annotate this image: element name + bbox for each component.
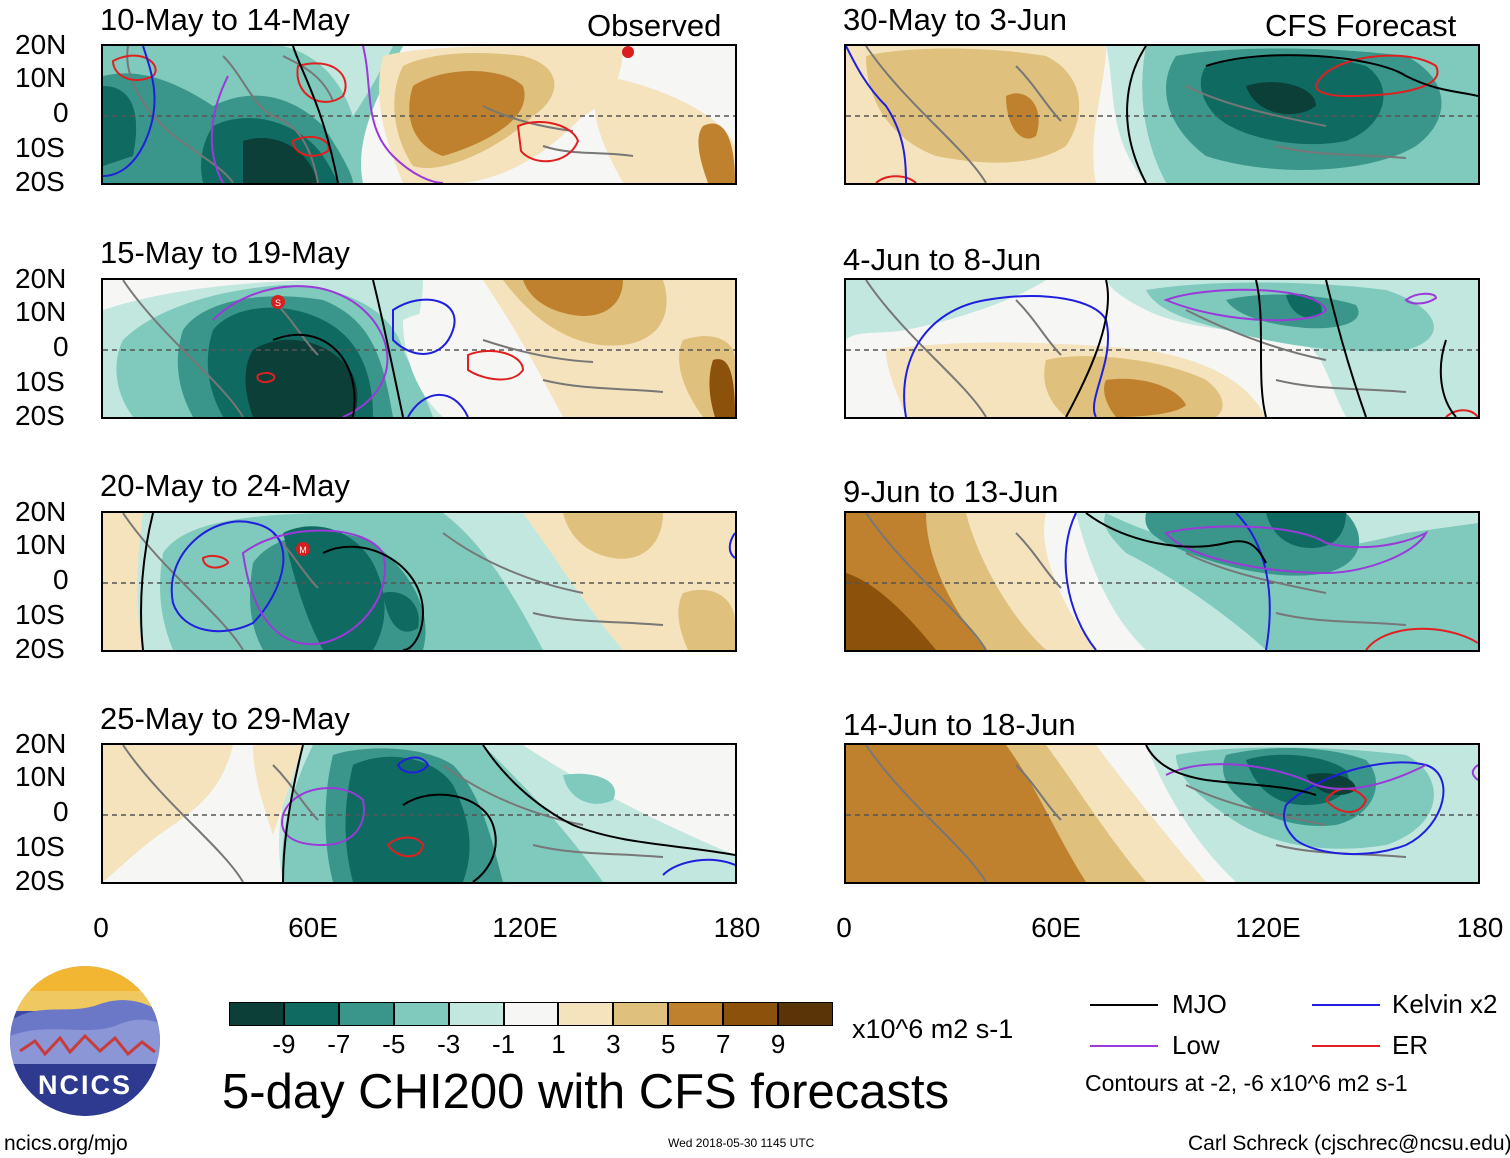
lat-label-row3-10N: 10N — [15, 529, 67, 560]
colorbar-swatch-1 — [283, 1002, 339, 1026]
map-panel-7 — [844, 511, 1480, 652]
colorbar-units: x10^6 m2 s-1 — [852, 1014, 1014, 1044]
lat-label-row3-10S: 10S — [15, 599, 65, 630]
lon-label-left-180: 180 — [713, 912, 761, 943]
panel-title-1: 10-May to 14-May — [100, 2, 350, 37]
lat-label-row4-20N: 20N — [15, 728, 67, 759]
footer-url: ncics.org/mjo — [4, 1132, 128, 1155]
map-panel-3: M — [101, 511, 737, 652]
colorbar-swatch-7 — [613, 1002, 669, 1026]
footer-timestamp: Wed 2018-05-30 1145 UTC — [668, 1136, 815, 1150]
panel-title-3: 20-May to 24-May — [100, 468, 350, 503]
lon-label-right-180: 180 — [1456, 912, 1504, 943]
lat-label-row1-20N: 20N — [15, 29, 67, 60]
lat-label-row1-10S: 10S — [15, 132, 65, 163]
main-title: 5-day CHI200 with CFS forecasts — [222, 1065, 950, 1119]
colorbar-swatch-4 — [448, 1002, 504, 1026]
lat-label-row2-0: 0 — [53, 331, 69, 362]
ncics-logo: NCICS — [10, 966, 160, 1116]
colorbar-tick--3: -3 — [437, 1029, 461, 1059]
colorbar-tick--1: -1 — [491, 1029, 516, 1059]
lat-label-row4-10N: 10N — [15, 761, 67, 792]
legend-line-kelvin — [1312, 1004, 1380, 1006]
lat-label-row1-10N: 10N — [15, 62, 67, 93]
colorbar-swatch-5 — [503, 1002, 559, 1026]
lat-label-row2-20N: 20N — [15, 263, 67, 294]
map-panel-1 — [101, 44, 737, 185]
footer-credit: Carl Schreck (cjschrec@ncsu.edu) — [1188, 1132, 1510, 1155]
colorbar-tick--5: -5 — [382, 1029, 406, 1059]
contour-note: Contours at -2, -6 x10^6 m2 s-1 — [1085, 1070, 1408, 1096]
lat-label-row3-0: 0 — [53, 564, 69, 595]
colorbar-tick-9: 9 — [770, 1029, 786, 1059]
colorbar-swatch-8 — [668, 1002, 724, 1026]
legend-label-er: ER — [1392, 1030, 1429, 1060]
lon-label-left-0: 0 — [93, 912, 109, 943]
legend-label-kelvin: Kelvin x2 — [1392, 989, 1498, 1019]
lon-label-right-120E: 120E — [1235, 912, 1301, 943]
lat-label-row1-20S: 20S — [15, 166, 65, 197]
lon-label-left-120E: 120E — [492, 912, 558, 943]
map-panel-4 — [101, 743, 737, 884]
lat-label-row1-0: 0 — [53, 97, 69, 128]
colorbar-swatch-0 — [229, 1002, 284, 1026]
lat-label-row3-20S: 20S — [15, 633, 65, 664]
lon-label-right-0: 0 — [836, 912, 852, 943]
lat-label-row2-20S: 20S — [15, 400, 65, 431]
lat-label-row3-20N: 20N — [15, 496, 67, 527]
colorbar-swatch-3 — [393, 1002, 449, 1026]
lon-label-right-60E: 60E — [1031, 912, 1081, 943]
lat-label-row4-20S: 20S — [15, 865, 65, 896]
map-panel-2: S — [101, 278, 737, 419]
colorbar-tick--7: -7 — [327, 1029, 351, 1059]
panel-title-2: 15-May to 19-May — [100, 235, 350, 270]
map-panel-8 — [844, 743, 1480, 884]
panel-title-4: 25-May to 29-May — [100, 701, 350, 736]
lat-label-row4-10S: 10S — [15, 831, 65, 862]
legend-label-low: Low — [1172, 1030, 1220, 1060]
legend-line-low — [1090, 1045, 1158, 1047]
colorbar-tick-1: 1 — [551, 1029, 566, 1059]
ncics-logo-art — [10, 966, 160, 1116]
colorbar-tick-5: 5 — [661, 1029, 676, 1059]
legend-line-mjo — [1090, 1004, 1158, 1006]
colorbar-tick-3: 3 — [606, 1029, 621, 1059]
map-panel-5 — [844, 44, 1480, 185]
legend-label-mjo: MJO — [1172, 989, 1227, 1019]
storm-marker-m: M — [299, 545, 307, 555]
lat-label-row2-10S: 10S — [15, 366, 65, 397]
panel-title-6: 4-Jun to 8-Jun — [843, 242, 1042, 277]
lat-label-row2-10N: 10N — [15, 296, 67, 327]
logo-text: NCICS — [37, 1070, 132, 1100]
lat-label-row4-0: 0 — [53, 796, 69, 827]
colorbar-swatch-9 — [723, 1002, 779, 1026]
observed-label: Observed — [587, 8, 722, 43]
cfs-forecast-label: CFS Forecast — [1265, 8, 1457, 43]
map-panel-6 — [844, 278, 1480, 419]
colorbar-swatch-2 — [338, 1002, 394, 1026]
colorbar-tick-7: 7 — [715, 1029, 731, 1059]
colorbar-swatch-6 — [558, 1002, 614, 1026]
lon-label-left-60E: 60E — [288, 912, 338, 943]
storm-marker-s: S — [275, 298, 281, 308]
panel-title-7: 9-Jun to 13-Jun — [843, 474, 1059, 509]
legend-line-er — [1312, 1045, 1380, 1047]
colorbar-tick--9: -9 — [272, 1029, 296, 1059]
panel-title-8: 14-Jun to 18-Jun — [843, 707, 1076, 742]
colorbar-swatch-10 — [778, 1002, 833, 1026]
panel-title-5: 30-May to 3-Jun — [843, 2, 1067, 37]
